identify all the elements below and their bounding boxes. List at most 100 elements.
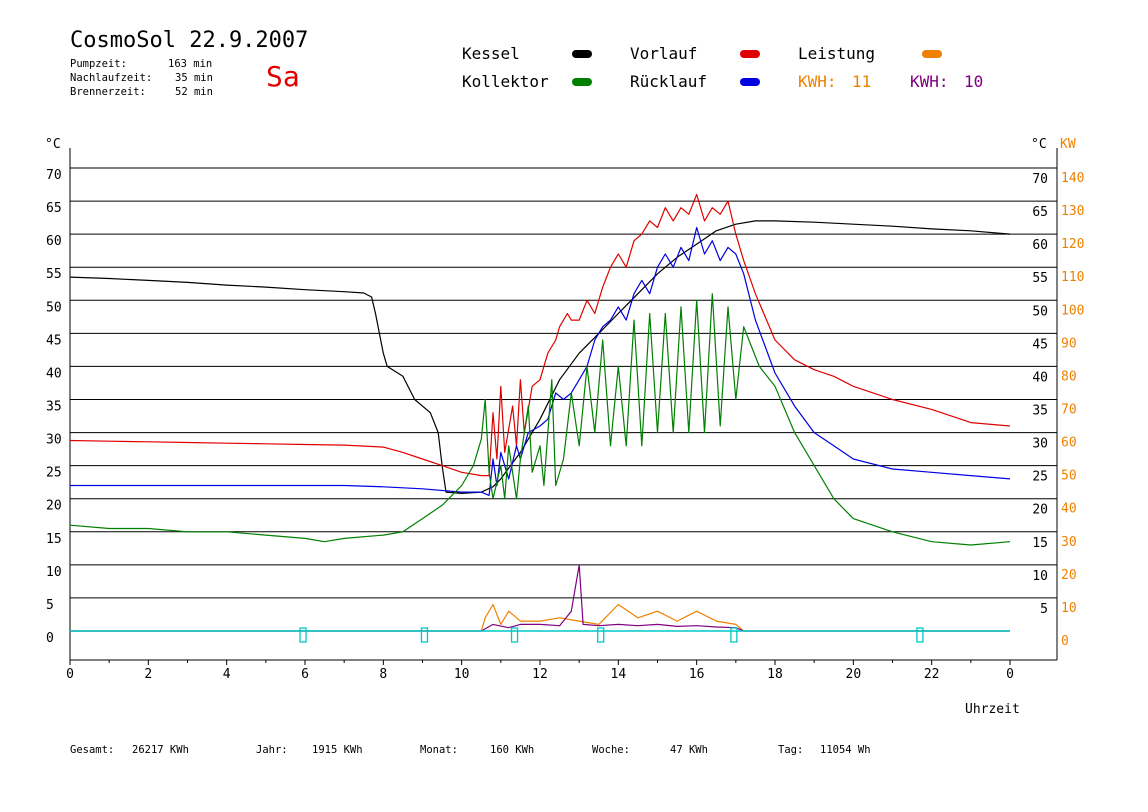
series-lines	[69, 193, 1011, 632]
y-right-tick-c-10: 10	[1032, 569, 1048, 584]
y-right-tick-kw-120: 120	[1061, 237, 1084, 252]
footer-monat-label: Monat:	[420, 744, 458, 756]
y-left-tick-65: 65	[46, 201, 62, 216]
y-right-tick-kw-60: 60	[1061, 436, 1077, 451]
footer-gesamt-label: Gesamt:	[70, 744, 115, 756]
pump-marker-0	[299, 627, 307, 643]
series-line-5	[70, 564, 1010, 632]
info-pumpzeit-value: 163 min	[168, 58, 213, 70]
pump-marker-1	[420, 627, 429, 643]
y-right-tick-kw-80: 80	[1061, 369, 1077, 384]
legend-ruecklauf-swatch	[740, 78, 760, 86]
legend-vorlauf-label: Vorlauf	[630, 44, 698, 63]
pump-marker-3	[597, 627, 605, 643]
y-right-tick-c-25: 25	[1032, 470, 1048, 485]
y-left-tick-5: 5	[46, 598, 54, 613]
x-tick-label-8: 16	[689, 667, 705, 682]
y-left-tick-60: 60	[46, 234, 62, 249]
y-right-tick-kw-0: 0	[1061, 634, 1069, 649]
y-right-tick-kw-50: 50	[1061, 469, 1077, 484]
legend-leistung-label: Leistung	[798, 44, 876, 63]
y-right-tick-kw-110: 110	[1061, 270, 1084, 285]
x-tick-label-6: 12	[532, 667, 548, 682]
series-line-0	[69, 220, 1011, 494]
legend-kessel-swatch	[572, 50, 592, 58]
y-left-tick-20: 20	[46, 499, 62, 514]
y-right-tick-kw-40: 40	[1061, 502, 1077, 517]
x-tick-label-1: 2	[144, 667, 152, 682]
pump-marker-4	[730, 627, 738, 643]
y-right-tick-kw-10: 10	[1061, 601, 1077, 616]
x-tick-label-9: 18	[767, 667, 783, 682]
series-line-3	[69, 293, 1011, 546]
x-tick-label-10: 20	[846, 667, 862, 682]
series-line-4	[70, 603, 1010, 632]
y-left-tick-70: 70	[46, 168, 62, 183]
x-tick-label-0: 0	[66, 667, 74, 682]
y-left-tick-10: 10	[46, 565, 62, 580]
x-tick-label-11: 22	[924, 667, 940, 682]
y-right-tick-c-55: 55	[1032, 271, 1048, 286]
y-left-tick-30: 30	[46, 433, 62, 448]
tick-labels: 0510152025303540455055606570510152025303…	[46, 168, 1084, 682]
legend-kwh-orange-label: KWH:	[798, 72, 837, 91]
footer-gesamt-value: 26217 KWh	[132, 744, 189, 756]
y-right-tick-c-15: 15	[1032, 536, 1048, 551]
y-left-tick-55: 55	[46, 267, 62, 282]
x-tick-label-4: 8	[379, 667, 387, 682]
y-right-tick-c-30: 30	[1032, 437, 1048, 452]
pump-marker-2	[510, 627, 519, 643]
legend-kwh-purple-value: 10	[964, 72, 984, 91]
y-left-tick-35: 35	[46, 400, 62, 415]
legend-kessel-label: Kessel	[462, 44, 520, 63]
info-brennerzeit-value: 52 min	[175, 86, 213, 98]
y-right-tick-kw-20: 20	[1061, 568, 1077, 583]
y-right-unit-kw: KW	[1060, 137, 1076, 152]
footer-jahr-label: Jahr:	[256, 744, 288, 756]
chart-title: CosmoSol 22.9.2007	[70, 28, 309, 53]
y-right-tick-c-50: 50	[1032, 304, 1048, 319]
legend-kwh-orange-value: 11	[852, 72, 872, 91]
y-right-tick-c-60: 60	[1032, 238, 1048, 253]
y-right-tick-kw-100: 100	[1061, 303, 1084, 318]
y-left-tick-15: 15	[46, 532, 62, 547]
footer-tag-label: Tag:	[778, 744, 804, 756]
legend-kollektor-swatch	[572, 78, 592, 86]
x-tick-label-12: 0	[1006, 667, 1014, 682]
y-left-tick-0: 0	[46, 631, 54, 646]
footer-tag-value: 11054 Wh	[820, 744, 871, 756]
info-nachlaufzeit-label: Nachlaufzeit:	[70, 72, 153, 84]
x-axis-label: Uhrzeit	[965, 702, 1020, 717]
y-right-tick-kw-90: 90	[1061, 336, 1077, 351]
pump-markers	[299, 627, 924, 643]
y-right-tick-c-35: 35	[1032, 404, 1048, 419]
y-right-tick-kw-30: 30	[1061, 535, 1077, 550]
y-right-tick-c-45: 45	[1032, 337, 1048, 352]
grid-lines	[70, 167, 1057, 599]
y-left-tick-50: 50	[46, 300, 62, 315]
series-line-2	[70, 226, 1011, 496]
y-right-tick-c-20: 20	[1032, 503, 1048, 518]
x-tick-label-3: 6	[301, 667, 309, 682]
weekday-label: Sa	[266, 60, 300, 93]
x-tick-label-2: 4	[223, 667, 231, 682]
x-tick-label-7: 14	[611, 667, 627, 682]
info-brennerzeit-label: Brennerzeit:	[70, 86, 146, 98]
series-line-1	[69, 193, 1011, 477]
footer-jahr-value: 1915 KWh	[312, 744, 363, 756]
y-left-tick-25: 25	[46, 466, 62, 481]
legend-kollektor-label: Kollektor	[462, 72, 549, 91]
footer-woche-value: 47 KWh	[670, 744, 708, 756]
y-right-unit-c: °C	[1031, 137, 1047, 152]
y-left-unit: °C	[45, 137, 61, 152]
x-tick-label-5: 10	[454, 667, 470, 682]
footer-woche-label: Woche:	[592, 744, 630, 756]
info-nachlaufzeit-value: 35 min	[175, 72, 213, 84]
y-right-tick-c-40: 40	[1032, 370, 1048, 385]
y-right-tick-c-65: 65	[1032, 205, 1048, 220]
legend-vorlauf-swatch	[740, 50, 760, 58]
pump-marker-5	[916, 627, 924, 643]
y-right-tick-c-5: 5	[1040, 602, 1048, 617]
legend-ruecklauf-label: Rücklauf	[630, 72, 708, 91]
